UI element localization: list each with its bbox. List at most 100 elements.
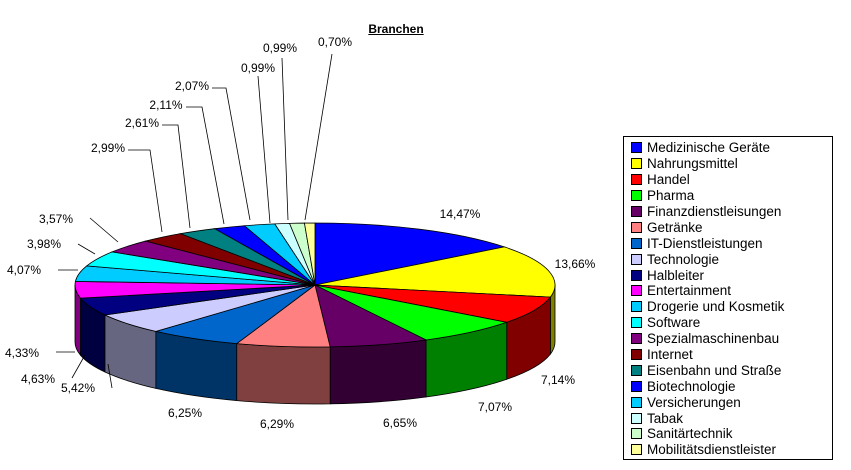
slice-percent-label: 2,07%	[175, 79, 209, 93]
slice-percent-label: 13,66%	[555, 257, 596, 271]
legend-item: Medizinische Geräte	[631, 140, 832, 156]
leader-line	[281, 57, 289, 221]
slice-percent-label: 6,25%	[168, 406, 202, 420]
pie-slice-side	[329, 339, 427, 405]
leader-line	[107, 363, 113, 389]
legend-label: Sanitärtechnik	[647, 426, 733, 442]
slice-percent-label: 3,57%	[39, 212, 73, 226]
legend-item: Technologie	[631, 251, 832, 267]
legend-swatch	[631, 158, 642, 170]
legend-swatch	[631, 412, 642, 424]
legend-item: Sanitärtechnik	[631, 426, 832, 442]
pie-slice	[314, 284, 509, 341]
pie-slice-side	[236, 343, 331, 405]
legend-swatch	[631, 444, 642, 456]
legend-swatch	[631, 174, 642, 186]
legend-label: Tabak	[647, 410, 684, 426]
leader-line	[128, 149, 163, 233]
legend-item: Eisenbahn und Straße	[631, 362, 832, 378]
legend-label: Eisenbahn und Straße	[647, 362, 782, 378]
chart-title: Branchen	[368, 22, 424, 36]
legend-label: Biotechnologie	[647, 378, 736, 394]
leader-line	[77, 243, 96, 255]
legend-swatch	[631, 142, 642, 154]
legend-label: Entertainment	[647, 283, 732, 299]
legend-item: Getränke	[631, 219, 832, 235]
legend-label: Nahrungsmittel	[647, 156, 738, 172]
slice-percent-label: 0,99%	[241, 61, 275, 75]
legend-item: Entertainment	[631, 283, 832, 299]
slice-percent-label: 14,47%	[440, 207, 481, 221]
legend-swatch	[631, 396, 642, 408]
slice-percent-label: 4,07%	[7, 263, 41, 277]
legend-label: Medizinische Geräte	[647, 140, 771, 156]
legend-item: Internet	[631, 347, 832, 363]
chart-legend: Medizinische Geräte Nahrungsmittel Handel P…	[623, 136, 833, 460]
pie-slice	[314, 284, 552, 323]
legend-label: Finanzdienstleisungen	[647, 204, 782, 219]
legend-item: Tabak	[631, 410, 832, 426]
slice-percent-label: 7,14%	[541, 373, 575, 387]
slice-percent-label: 4,63%	[21, 372, 55, 386]
legend-label: Getränke	[647, 219, 703, 235]
legend-label: Pharma	[647, 188, 695, 204]
leader-line	[257, 75, 271, 224]
legend-swatch	[631, 317, 642, 329]
leader-line	[71, 354, 86, 379]
legend-swatch	[631, 269, 642, 281]
legend-swatch	[631, 190, 642, 202]
legend-swatch	[631, 206, 642, 217]
legend-swatch	[631, 364, 642, 376]
leader-line	[162, 124, 191, 229]
legend-swatch	[631, 349, 642, 361]
legend-item: Nahrungsmittel	[631, 156, 832, 172]
legend-item: Spezialmaschinenbau	[631, 331, 832, 347]
legend-swatch	[631, 333, 642, 345]
leader-line	[89, 217, 119, 243]
legend-item: Versicherungen	[631, 394, 832, 410]
legend-item: Drogerie und Kosmetik	[631, 299, 832, 315]
pie-slice	[314, 222, 506, 286]
pie-slice	[303, 222, 316, 286]
slice-percent-label: 2,99%	[91, 141, 125, 155]
slice-percent-label: 6,65%	[383, 416, 417, 430]
legend-label: Versicherungen	[647, 394, 741, 410]
legend-item: Biotechnologie	[631, 378, 832, 394]
legend-swatch	[631, 237, 642, 249]
legend-item: Finanzdienstleisungen	[631, 204, 832, 220]
legend-swatch	[631, 221, 642, 233]
legend-label: Mobilitätsdienstleister	[647, 442, 777, 458]
legend-swatch	[631, 428, 642, 440]
legend-label: Spezialmaschinenbau	[647, 331, 780, 347]
legend-swatch	[631, 380, 642, 392]
slice-percent-label: 5,42%	[61, 381, 95, 395]
legend-item: Software	[631, 315, 832, 331]
slice-percent-label: 0,99%	[263, 41, 297, 55]
legend-item: Handel	[631, 172, 832, 188]
slice-percent-label: 4,33%	[5, 346, 39, 360]
legend-item: IT-Dienstleistungen	[631, 235, 832, 251]
leader-line	[212, 87, 251, 221]
legend-swatch	[631, 301, 642, 313]
legend-label: Drogerie und Kosmetik	[647, 299, 785, 315]
pie-slice	[314, 246, 556, 298]
slice-percent-label: 6,29%	[260, 417, 294, 431]
slice-percent-label: 0,70%	[318, 35, 352, 49]
leader-line	[304, 53, 333, 221]
legend-label: Handel	[647, 172, 690, 188]
slice-percent-label: 7,07%	[478, 400, 512, 414]
legend-item: Pharma	[631, 188, 832, 204]
legend-item: Mobilitätsdienstleister	[631, 442, 832, 458]
slice-percent-label: 2,11%	[149, 98, 182, 112]
leader-line	[186, 106, 225, 225]
slice-percent-label: 3,98%	[27, 237, 61, 251]
legend-swatch	[631, 285, 642, 297]
legend-label: Internet	[647, 347, 693, 363]
legend-item: Halbleiter	[631, 267, 832, 283]
legend-label: Software	[647, 315, 701, 331]
legend-label: Halbleiter	[647, 267, 705, 283]
legend-swatch	[631, 253, 642, 265]
legend-label: Technologie	[647, 251, 720, 267]
legend-label: IT-Dienstleistungen	[647, 235, 763, 251]
